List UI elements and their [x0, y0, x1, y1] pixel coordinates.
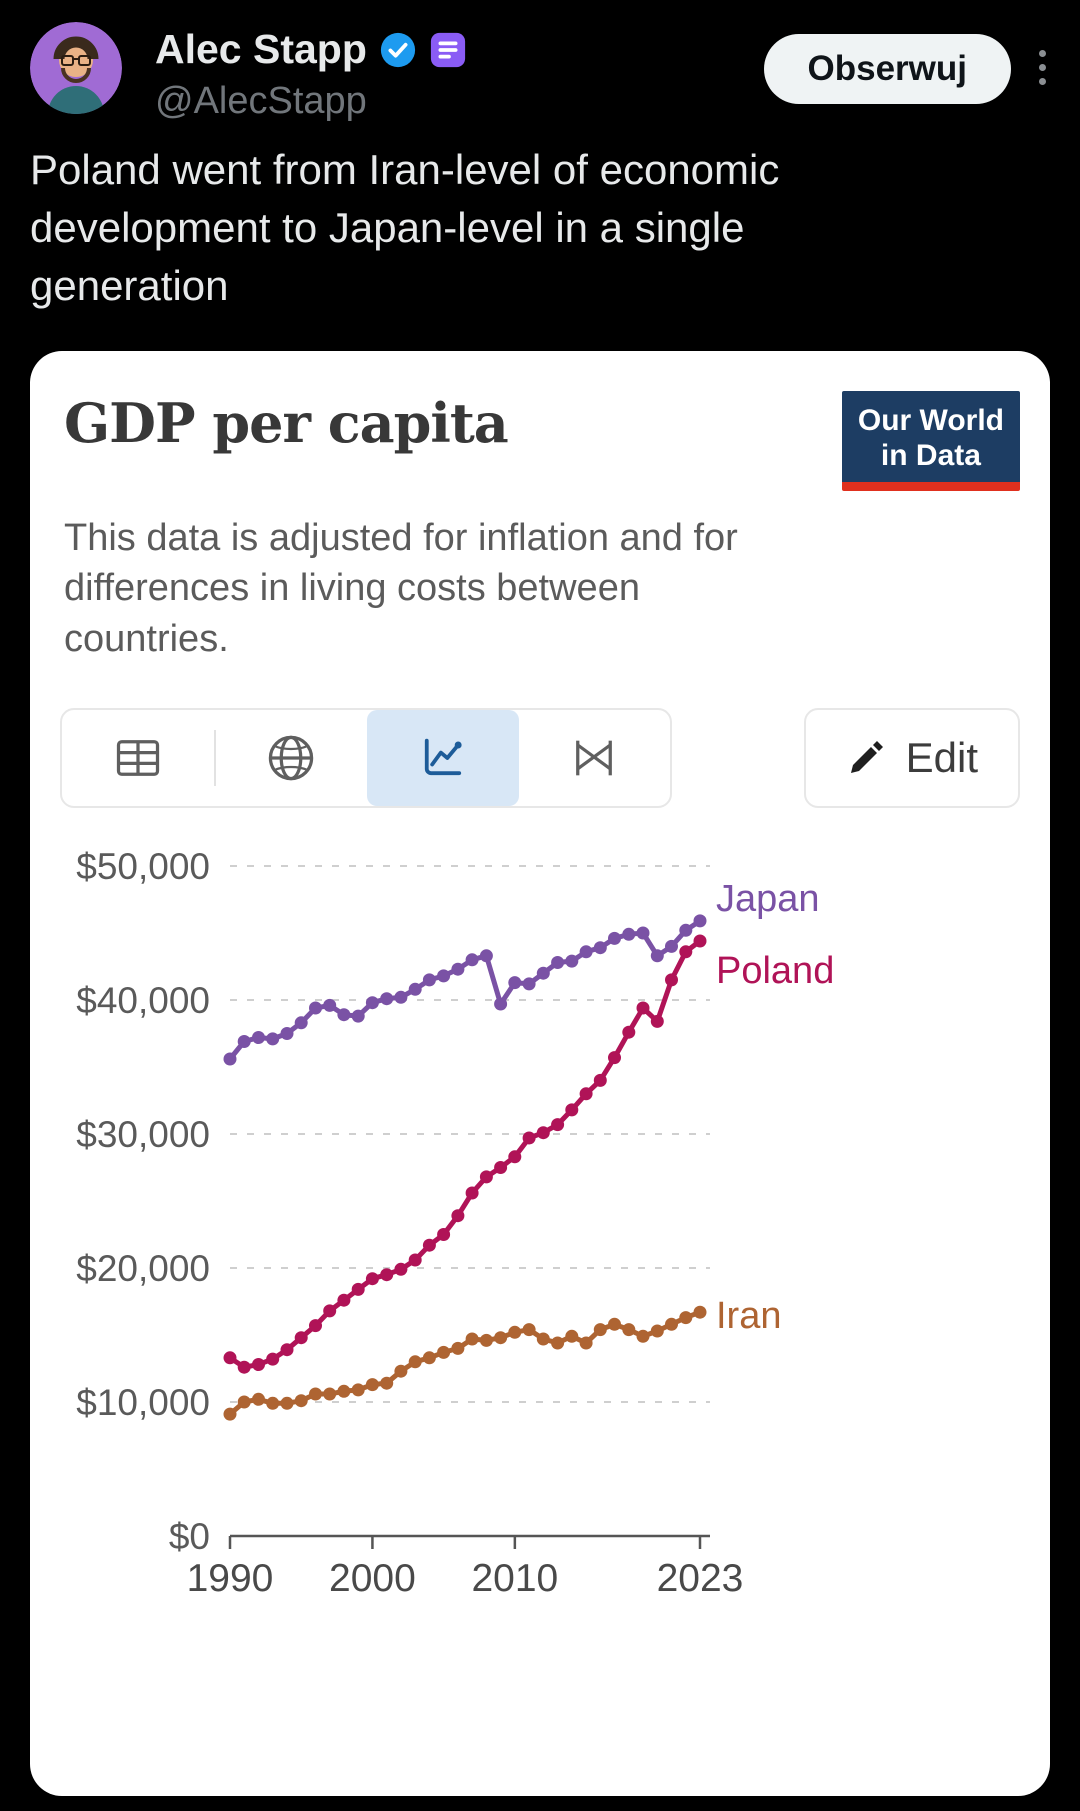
owid-logo-line2: in Data: [880, 439, 981, 473]
svg-text:Japan: Japan: [716, 878, 820, 920]
author-block: Alec Stapp @AlecStapp: [155, 22, 467, 123]
pencil-icon: [846, 738, 886, 778]
tweet-text: Poland went from Iran-level of economic …: [30, 146, 780, 309]
svg-text:$40,000: $40,000: [76, 980, 210, 1021]
edit-button-label: Edit: [905, 734, 978, 782]
more-menu-icon[interactable]: [1039, 50, 1046, 85]
avatar-illustration: [30, 22, 122, 114]
svg-text:$10,000: $10,000: [76, 1382, 210, 1423]
svg-text:$0: $0: [169, 1516, 210, 1557]
chart-subtitle: This data is adjusted for inflation and …: [64, 516, 738, 660]
svg-text:2023: 2023: [657, 1557, 744, 1600]
table-icon: [116, 740, 159, 777]
app-badge-icon: [429, 31, 467, 69]
follow-button[interactable]: Obserwuj: [763, 34, 1011, 104]
chart-card-header: GDP per capita Our World in Data: [60, 387, 1020, 491]
map-view-button[interactable]: [216, 710, 368, 806]
slope-chart-view-button[interactable]: [519, 710, 671, 806]
owid-logo-line1: Our World: [857, 403, 1004, 437]
svg-text:1990: 1990: [187, 1557, 274, 1600]
svg-text:2000: 2000: [329, 1557, 416, 1600]
svg-text:2010: 2010: [471, 1557, 558, 1600]
author-name[interactable]: Alec Stapp: [155, 26, 367, 72]
line-chart-view-button[interactable]: [367, 710, 519, 807]
line-chart-icon: [424, 739, 462, 776]
slope-chart-icon: [576, 740, 613, 776]
tweet-header: Alec Stapp @AlecStapp Obserwuj: [0, 0, 1080, 123]
author-handle: @AlecStapp: [155, 80, 367, 122]
svg-text:$20,000: $20,000: [76, 1248, 210, 1289]
chart-card[interactable]: GDP per capita Our World in Data This da…: [30, 350, 1050, 1797]
svg-text:$50,000: $50,000: [76, 846, 210, 887]
toolbar-divider: [213, 730, 216, 787]
svg-text:Poland: Poland: [716, 950, 834, 992]
chart-title: GDP per capita: [64, 390, 509, 455]
globe-icon: [269, 736, 314, 781]
svg-text:$30,000: $30,000: [76, 1114, 210, 1155]
avatar[interactable]: [30, 22, 122, 114]
view-switcher: [60, 708, 672, 809]
owid-logo: Our World in Data: [841, 390, 1020, 491]
edit-button[interactable]: Edit: [803, 708, 1020, 809]
gdp-line-chart[interactable]: $0 $10,000 $20,000 $30,000 $40,000 $50,000 199…: [60, 836, 1020, 1626]
chart-toolbar: Edit: [60, 708, 1020, 809]
svg-text:Iran: Iran: [716, 1295, 781, 1337]
verified-badge-icon: [379, 31, 417, 69]
table-view-button[interactable]: [62, 710, 214, 806]
